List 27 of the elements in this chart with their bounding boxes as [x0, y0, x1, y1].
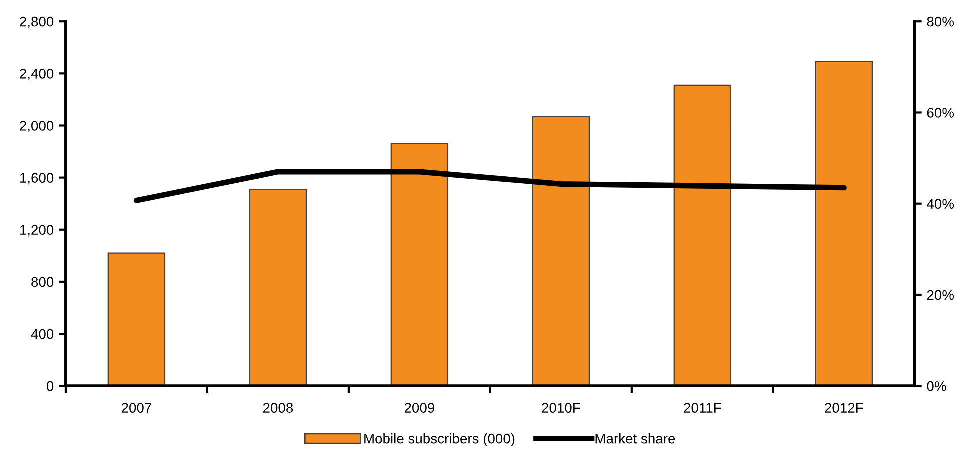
y2-tick-label: 40%: [927, 199, 954, 210]
y-tick-label: 800: [32, 277, 54, 288]
y-tick-label: 0: [46, 381, 54, 392]
legend-label: Market share: [596, 434, 676, 444]
bar: [815, 61, 873, 386]
y-tick-label: 400: [31, 329, 54, 340]
y-tick-label: 1,600: [20, 173, 54, 185]
y-tick-label: 2,000: [20, 121, 54, 133]
y-tick-label: 2,800: [20, 16, 54, 28]
bar: [108, 252, 166, 386]
x-tick-label: 2012F: [825, 403, 864, 413]
bar: [532, 116, 590, 386]
y-tick-label: 1,200: [20, 225, 54, 237]
x-tick-label: 2011F: [684, 403, 722, 413]
x-tick-label: 2010F: [542, 403, 580, 413]
x-tick-label: 2007: [122, 403, 152, 413]
bar: [249, 188, 308, 386]
bar: [390, 143, 449, 386]
bar: [674, 84, 732, 386]
y2-tick-label: 20%: [927, 290, 954, 300]
y2-tick-label: 80%: [927, 16, 954, 27]
y2-tick-label: 60%: [927, 108, 954, 118]
x-tick-label: 2009: [404, 403, 434, 413]
legend-label: Mobile subscribers (000): [364, 434, 515, 446]
y2-tick-label: 0%: [927, 381, 946, 392]
y-tick-label: 2,400: [20, 69, 54, 80]
x-tick-label: 2008: [263, 403, 294, 413]
